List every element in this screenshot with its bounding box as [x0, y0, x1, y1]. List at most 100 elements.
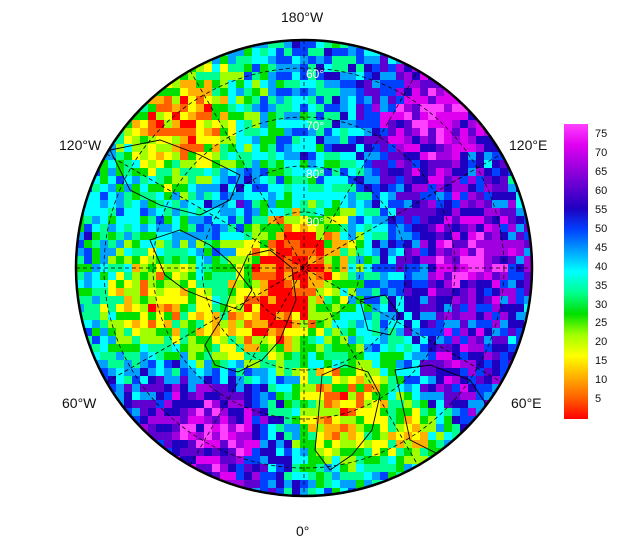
field-cell: [148, 360, 157, 369]
field-cell: [236, 288, 245, 297]
field-cell: [292, 456, 301, 465]
field-cell: [204, 408, 213, 417]
field-cell: [340, 352, 349, 361]
field-cell: [372, 424, 381, 433]
field-cell: [324, 376, 333, 385]
field-cell: [372, 488, 381, 496]
field-cell: [276, 360, 285, 369]
field-cell: [100, 168, 109, 177]
field-cell: [276, 144, 285, 153]
field-cell: [348, 432, 357, 441]
field-cell: [164, 128, 173, 137]
field-cell: [244, 272, 253, 281]
field-cell: [484, 144, 493, 153]
field-cell: [148, 256, 157, 265]
field-cell: [276, 128, 285, 137]
field-cell: [132, 368, 141, 377]
field-cell: [148, 320, 157, 329]
field-cell: [516, 272, 525, 281]
field-cell: [476, 160, 485, 169]
field-cell: [484, 360, 493, 369]
field-cell: [148, 312, 157, 321]
field-cell: [364, 416, 373, 425]
field-cell: [500, 208, 509, 217]
field-cell: [260, 232, 269, 241]
field-cell: [396, 104, 405, 113]
field-cell: [276, 416, 285, 425]
field-cell: [476, 200, 485, 209]
field-cell: [396, 88, 405, 97]
field-cell: [356, 328, 365, 337]
field-cell: [164, 432, 173, 441]
field-cell: [452, 168, 461, 177]
field-cell: [428, 368, 437, 377]
field-cell: [364, 296, 373, 305]
field-cell: [444, 96, 453, 105]
field-cell: [436, 440, 445, 449]
field-cell: [260, 88, 269, 97]
field-cell: [396, 240, 405, 249]
coastline: [359, 294, 401, 336]
field-cell: [308, 184, 317, 193]
field-cell: [116, 152, 125, 161]
field-cell: [348, 272, 357, 281]
field-cell: [132, 288, 141, 297]
field-cell: [460, 344, 469, 353]
field-cell: [516, 312, 525, 321]
field-cell: [316, 256, 325, 265]
field-cell: [348, 392, 357, 401]
field-cell: [500, 296, 509, 305]
field-cell: [204, 136, 213, 145]
field-cell: [116, 232, 125, 241]
field-cell: [412, 176, 421, 185]
field-cell: [340, 376, 349, 385]
field-cell: [276, 280, 285, 289]
field-cell: [380, 440, 389, 449]
field-cell: [268, 272, 277, 281]
field-cell: [436, 424, 445, 433]
field-cell: [348, 376, 357, 385]
field-cell: [484, 232, 493, 241]
field-cell: [196, 432, 205, 441]
field-cell: [388, 192, 397, 201]
field-cell: [420, 176, 429, 185]
field-cell: [324, 136, 333, 145]
field-cell: [356, 48, 365, 57]
field-cell: [476, 176, 485, 185]
field-cell: [380, 456, 389, 465]
field-cell: [412, 440, 421, 449]
field-cell: [508, 328, 517, 337]
field-cell: [292, 480, 301, 489]
field-cell: [332, 64, 341, 73]
field-cell: [164, 384, 173, 393]
field-cell: [228, 360, 237, 369]
field-cell: [100, 240, 109, 249]
field-cell: [132, 376, 141, 385]
field-cell: [76, 280, 85, 289]
field-cell: [492, 152, 501, 161]
field-cell: [460, 304, 469, 313]
field-cell: [404, 192, 413, 201]
field-cell: [132, 392, 141, 401]
field-cell: [348, 464, 357, 473]
field-cell: [140, 232, 149, 241]
field-cell: [252, 424, 261, 433]
field-cell: [468, 368, 477, 377]
field-cell: [196, 288, 205, 297]
field-cell: [300, 376, 309, 385]
field-cell: [156, 192, 165, 201]
field-cell: [236, 216, 245, 225]
field-cell: [268, 184, 277, 193]
field-cell: [388, 448, 397, 457]
colorbar-tick-label: 35: [595, 280, 608, 292]
field-cell: [252, 128, 261, 137]
field-cell: [148, 288, 157, 297]
field-cell: [356, 336, 365, 345]
field-cell: [340, 56, 349, 65]
field-cell: [180, 96, 189, 105]
field-cell: [132, 224, 141, 233]
field-cell: [348, 400, 357, 409]
field-cell: [156, 96, 165, 105]
field-cell: [324, 88, 333, 97]
field-cell: [516, 216, 525, 225]
